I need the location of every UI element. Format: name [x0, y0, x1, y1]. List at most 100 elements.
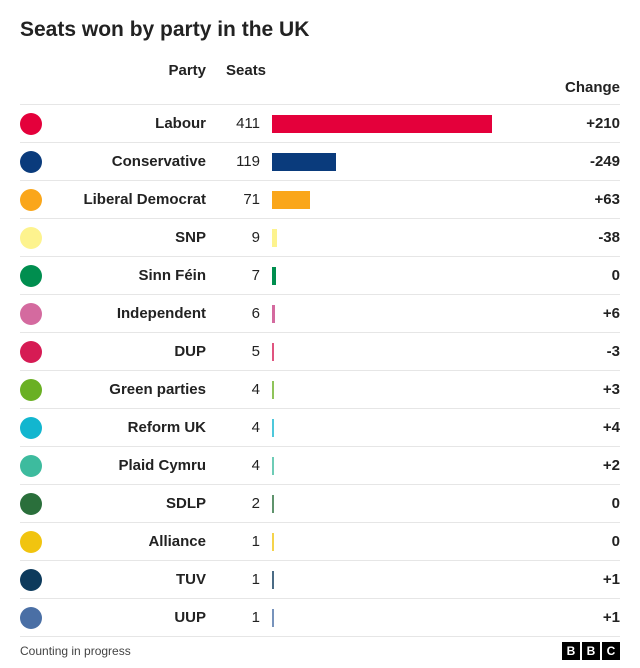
- bar-cell: [272, 343, 492, 361]
- party-icon-cell: [20, 569, 48, 591]
- party-icon-cell: [20, 151, 48, 173]
- bar-cell: [272, 305, 492, 323]
- bar: [272, 533, 274, 551]
- bar: [272, 191, 310, 209]
- table-row: SDLP 2 0: [20, 485, 620, 523]
- table-row: TUV1+1: [20, 561, 620, 599]
- table-row: Labour 411 +210: [20, 105, 620, 143]
- party-icon-cell: [20, 417, 48, 439]
- bar: [272, 571, 274, 589]
- party-name: SNP: [54, 229, 214, 246]
- bar-cell: [272, 267, 492, 285]
- change-value: 0: [498, 495, 620, 512]
- party-icon-cell: [20, 531, 48, 553]
- change-value: +2: [498, 457, 620, 474]
- seats-value: 2: [220, 495, 266, 512]
- change-value: 0: [498, 267, 620, 284]
- bbc-logo: B B C: [562, 642, 620, 660]
- party-name: SDLP: [54, 495, 214, 512]
- party-icon-cell: [20, 455, 48, 477]
- change-value: -249: [498, 153, 620, 170]
- party-name: Alliance: [54, 533, 214, 550]
- seats-value: 5: [220, 343, 266, 360]
- bar: [272, 495, 274, 513]
- party-icon-cell: [20, 189, 48, 211]
- party-name: Labour: [54, 115, 214, 132]
- party-icon: [20, 151, 42, 173]
- bar: [272, 609, 274, 627]
- change-value: -3: [498, 343, 620, 360]
- party-icon: [20, 531, 42, 553]
- table-row: UUP 1 +1: [20, 599, 620, 637]
- bar: [272, 419, 274, 437]
- change-value: +3: [498, 381, 620, 398]
- bar: [272, 229, 277, 247]
- header-change: Change: [498, 79, 620, 96]
- bar: [272, 305, 275, 323]
- table-row: Sinn Féin 7 0: [20, 257, 620, 295]
- bar-cell: [272, 419, 492, 437]
- bar-cell: [272, 609, 492, 627]
- party-icon: [20, 379, 42, 401]
- party-name: Plaid Cymru: [54, 457, 214, 474]
- bar: [272, 343, 274, 361]
- table-row: SNP 9 -38: [20, 219, 620, 257]
- party-name: Independent: [54, 305, 214, 322]
- party-name: DUP: [54, 343, 214, 360]
- bar: [272, 457, 274, 475]
- party-icon: [20, 455, 42, 477]
- party-name: UUP: [54, 609, 214, 626]
- party-icon: [20, 113, 42, 135]
- header-row: Party Seats Change: [20, 56, 620, 105]
- party-icon-cell: [20, 227, 48, 249]
- party-icon-cell: [20, 303, 48, 325]
- party-icon-cell: [20, 265, 48, 287]
- bar-cell: [272, 381, 492, 399]
- seats-value: 4: [220, 419, 266, 436]
- party-icon: [20, 265, 42, 287]
- party-name: Conservative: [54, 153, 214, 170]
- party-icon: [20, 493, 42, 515]
- bar: [272, 153, 336, 171]
- change-value: +1: [498, 609, 620, 626]
- footer: Counting in progress B B C: [20, 642, 620, 660]
- party-icon: [20, 341, 42, 363]
- seats-value: 4: [220, 457, 266, 474]
- party-icon: [20, 303, 42, 325]
- bar: [272, 381, 274, 399]
- party-icon: [20, 569, 42, 591]
- party-icon-cell: [20, 607, 48, 629]
- chart-title: Seats won by party in the UK: [20, 18, 620, 42]
- bar-cell: [272, 229, 492, 247]
- table-row: Alliance10: [20, 523, 620, 561]
- seats-value: 4: [220, 381, 266, 398]
- party-name: Liberal Democrat: [54, 191, 214, 208]
- table-row: Conservative 119 -249: [20, 143, 620, 181]
- change-value: +210: [498, 115, 620, 132]
- seats-value: 7: [220, 267, 266, 284]
- change-value: +4: [498, 419, 620, 436]
- bbc-logo-box: C: [602, 642, 620, 660]
- seats-value: 411: [220, 115, 266, 132]
- party-icon-cell: [20, 341, 48, 363]
- bar-cell: [272, 191, 492, 209]
- bbc-logo-box: B: [562, 642, 580, 660]
- change-value: +63: [498, 191, 620, 208]
- seats-value: 9: [220, 229, 266, 246]
- party-name: Sinn Féin: [54, 267, 214, 284]
- bar-cell: [272, 533, 492, 551]
- footer-note: Counting in progress: [20, 644, 131, 658]
- party-icon: [20, 607, 42, 629]
- seats-value: 1: [220, 571, 266, 588]
- change-value: +1: [498, 571, 620, 588]
- bar-cell: [272, 571, 492, 589]
- bar-cell: [272, 495, 492, 513]
- table-row: Plaid Cymru 4 +2: [20, 447, 620, 485]
- seats-value: 119: [220, 153, 266, 170]
- seats-value: 1: [220, 609, 266, 626]
- table-row: Independent6+6: [20, 295, 620, 333]
- table-row: Reform UK4+4: [20, 409, 620, 447]
- party-icon: [20, 227, 42, 249]
- change-value: -38: [498, 229, 620, 246]
- bbc-logo-box: B: [582, 642, 600, 660]
